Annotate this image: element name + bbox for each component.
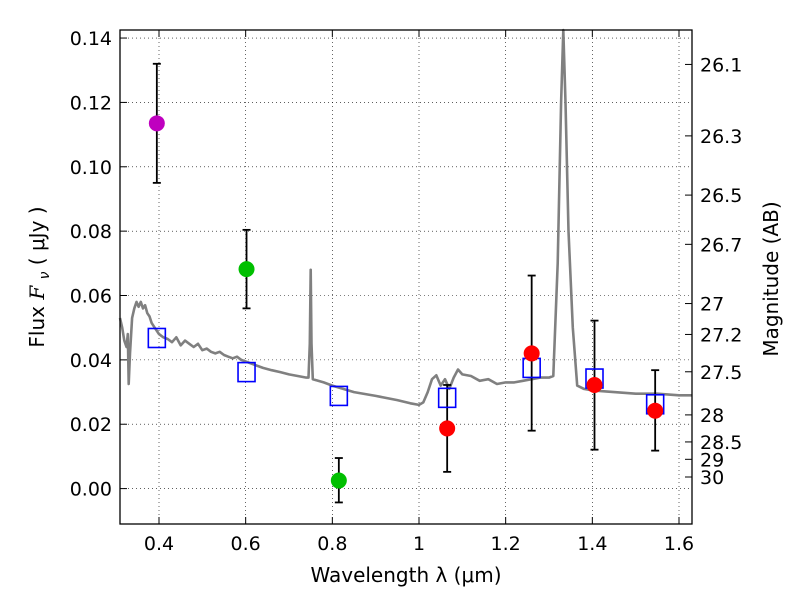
y-tick-label: 0.06 (70, 286, 112, 308)
y-tick-label: 0.12 (70, 92, 112, 114)
error-bars (152, 62, 660, 504)
y-tick-label: 0.00 (70, 479, 112, 501)
y-tick-label: 0.04 (70, 350, 112, 372)
x-tick-label: 1.6 (664, 533, 694, 555)
observed_red-point (647, 402, 664, 419)
model-square-marker (147, 327, 167, 349)
y-tick-label: 0.02 (70, 414, 112, 436)
right-tick-label: 28 (700, 405, 724, 427)
x-tick-label: 0.8 (317, 533, 347, 555)
right-tick-label: 26.5 (700, 185, 742, 207)
observed_green-point (238, 261, 255, 278)
y-axis-label: Flux F ν ( μJy ) (25, 206, 54, 347)
right-tick-label: 28.5 (700, 432, 742, 454)
right-tick-label: 27.5 (700, 362, 742, 384)
right-tick-label: 26.7 (700, 234, 742, 256)
right-tick-label: 29 (700, 449, 724, 471)
y-tick-label: 0.10 (70, 157, 112, 179)
x-tick-label: 0.6 (231, 533, 261, 555)
sed-curve (118, 28, 692, 407)
observed-points (148, 115, 664, 489)
y-axis-label-symbol: F (25, 285, 49, 301)
model-square-marker (437, 387, 457, 409)
right-tick-label: 27 (700, 294, 724, 316)
y-axis-label-prefix: Flux (25, 300, 49, 348)
y-axis-label-paren-close: ) (25, 206, 49, 214)
y-axis-label-paren-open: ( (25, 251, 49, 265)
right-tick-label: 30 (700, 467, 724, 489)
observed_red-point (439, 420, 456, 437)
x-tick-label: 1.2 (491, 533, 521, 555)
x-tick-label: 0.4 (144, 533, 174, 555)
sed-curve-layer (118, 28, 692, 407)
observed_magenta-point (148, 115, 165, 132)
right-tick-label: 26.1 (700, 54, 742, 76)
observed_red-point (523, 345, 540, 362)
right-tick-label: 26.3 (700, 126, 742, 148)
y-tick-label: 0.08 (70, 221, 112, 243)
x-tick-label: 1 (413, 533, 425, 555)
model-square-marker (237, 361, 256, 383)
plot-frame (119, 29, 693, 525)
model-square-marker (329, 385, 349, 407)
observed_green-point (330, 472, 347, 489)
x-axis-label: Wavelength λ (μm) (310, 563, 501, 587)
grid-lines (120, 30, 692, 524)
observed_red-point (586, 376, 603, 393)
right-axis-label: Magnitude (AB) (759, 201, 783, 356)
y-axis-label-unit: μJy (25, 220, 49, 251)
axis-ticks: 0.4 0.6 0.8 1 1.2 1.4 1.6 0.00 0.02 0.04 0.06 0.08 0… (70, 28, 743, 555)
right-tick-label: 27.2 (700, 324, 742, 346)
y-tick-label: 0.14 (70, 28, 112, 50)
y-axis-label-subscript: ν (37, 271, 53, 279)
x-tick-label: 1.4 (577, 533, 607, 555)
model-photometry-squares (147, 327, 665, 415)
